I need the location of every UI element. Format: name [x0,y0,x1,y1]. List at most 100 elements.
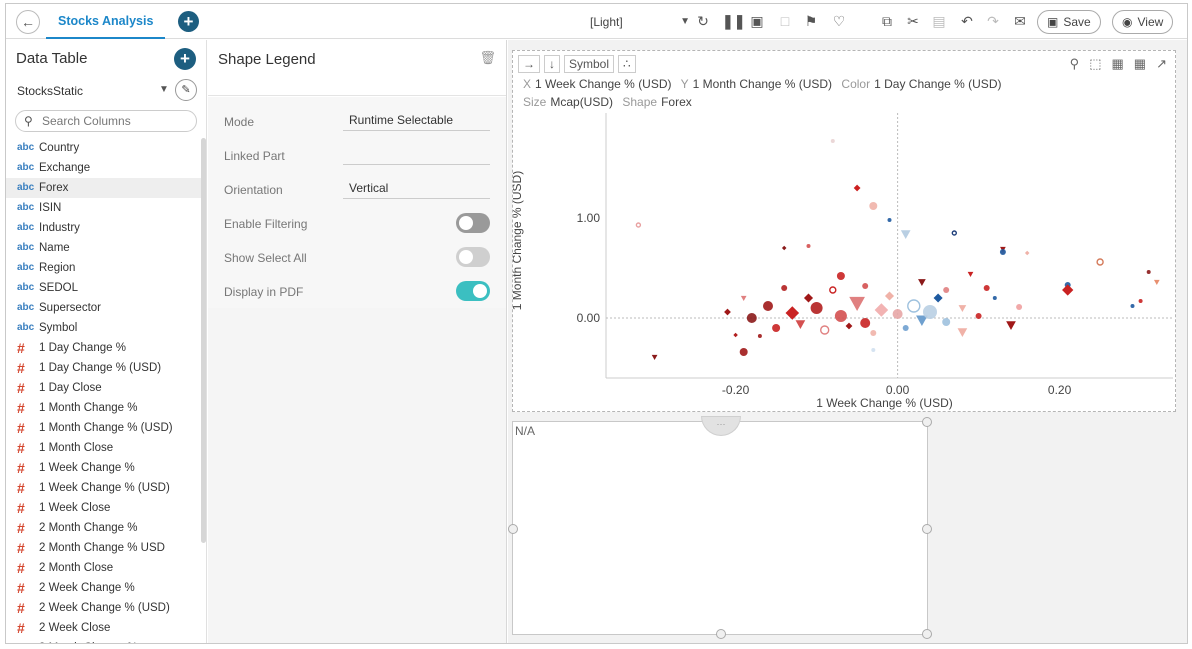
numeric-type-icon: # [17,560,25,576]
y-variable[interactable]: 1 Month Change % (USD) [692,77,833,91]
scatter-plot[interactable]: -0.20 0.00 0.20 0.00 1.00 1 Week Change % (US… [513,51,1177,413]
column-item[interactable]: #1 Month Close [6,438,201,458]
numeric-type-icon: # [17,340,25,356]
save-button[interactable]: ▣ Save [1037,10,1101,34]
pdf-icon[interactable]: □ [780,13,790,29]
copy-icon[interactable]: ⧉ [882,13,892,29]
column-item[interactable]: #2 Week Change % (USD) [6,598,201,618]
expand-icon[interactable]: ↗ [1156,56,1167,71]
text-type-icon: abc [17,202,35,213]
column-name: SEDOL [39,282,78,294]
tab-stocks-analysis[interactable]: Stocks Analysis [46,4,166,39]
column-item[interactable]: abc SEDOL [6,278,201,298]
column-item[interactable]: abc Exchange [6,158,201,178]
add-tab-button[interactable]: + [178,11,199,32]
numeric-type-icon: # [17,520,25,536]
shape-legend-header: Shape Legend 🗑 [208,40,506,96]
sort-down-icon[interactable]: ↓ [544,55,560,73]
trash-icon[interactable]: 🗑 [479,50,496,65]
data-point [1153,279,1160,286]
datasource-name[interactable]: StocksStatic [17,84,84,98]
column-item[interactable]: abc Country [6,138,201,158]
column-item[interactable]: #1 Month Change % [6,398,201,418]
symbol-dropdown[interactable]: Symbol [564,55,615,73]
column-item[interactable]: abc Name [6,238,201,258]
numeric-type-icon: # [17,460,25,476]
data-point [871,348,876,352]
resize-handle-left[interactable] [508,524,518,534]
select-area-icon[interactable]: ⬚ [1089,56,1102,71]
column-item[interactable]: #1 Day Close [6,378,201,398]
data-point [869,202,878,210]
column-item[interactable]: abc Supersector [6,298,201,318]
column-item[interactable]: #2 Month Change % [6,518,201,538]
enable-filtering-toggle[interactable] [456,213,490,233]
undo-icon[interactable]: ↶ [961,13,973,29]
mode-select[interactable]: Runtime Selectable [343,105,490,131]
x-variable[interactable]: 1 Week Change % (USD) [535,77,672,91]
drag-handle[interactable]: ⋯ [701,416,741,436]
column-item[interactable]: abc Industry [6,218,201,238]
column-item[interactable]: #2 Week Close [6,618,201,638]
chevron-down-icon[interactable]: ▼ [159,84,169,95]
shape-legend-visualization[interactable]: N/A ⋯ [508,416,932,639]
add-column-button[interactable]: + [174,48,196,70]
column-item[interactable]: #2 Month Close [6,558,201,578]
search-columns-input[interactable]: ⚲ Search Columns [15,110,197,132]
column-item[interactable]: #1 Week Change % (USD) [6,478,201,498]
column-item[interactable]: abc Region [6,258,201,278]
resize-handle-top-right[interactable] [922,417,932,427]
paste-icon[interactable]: ▤ [932,13,946,29]
shape-variable[interactable]: Forex [661,95,692,109]
pause-icon[interactable]: ❚❚ [722,13,746,29]
column-item[interactable]: #1 Day Change % [6,338,201,358]
size-variable[interactable]: Mcap(USD) [550,95,614,109]
data-point [967,271,974,278]
column-item[interactable]: abc Forex [6,178,201,198]
back-button[interactable]: ← [16,10,40,34]
column-item[interactable]: #1 Month Change % (USD) [6,418,201,438]
column-item[interactable]: #3 Month Change % [6,638,201,643]
column-item[interactable]: #2 Month Change % USD [6,538,201,558]
export-excel-icon[interactable]: ▦ [1111,56,1124,71]
linked-part-select[interactable] [343,139,490,165]
text-type-icon: abc [17,142,35,153]
column-item[interactable]: #1 Week Close [6,498,201,518]
snapshot-icon[interactable]: ▣ [750,13,764,29]
column-item[interactable]: #1 Day Change % (USD) [6,358,201,378]
sort-icon[interactable]: → [518,55,540,73]
resize-handle-right[interactable] [922,524,932,534]
column-item[interactable]: #1 Week Change % [6,458,201,478]
orientation-select[interactable]: Vertical [343,173,490,199]
column-list-scrollbar[interactable] [201,138,206,543]
table-icon[interactable]: ▦ [1133,56,1147,71]
scatter-type-icon[interactable]: ∴ [618,55,636,73]
display-in-pdf-toggle[interactable] [456,281,490,301]
color-variable[interactable]: 1 Day Change % (USD) [874,77,1002,91]
bookmark-icon[interactable]: ⚑ [804,13,818,29]
column-item[interactable]: abc Symbol [6,318,201,338]
theme-dropdown[interactable]: [Light] ▼ [590,12,690,32]
data-point [635,222,642,228]
comment-icon[interactable]: ✉ [1014,13,1026,29]
resize-handle-bottom[interactable] [716,629,726,639]
column-item[interactable]: #2 Week Change % [6,578,201,598]
scissors-icon[interactable]: ✂ [907,13,919,29]
refresh-icon[interactable]: ↻ [697,13,709,29]
redo-icon[interactable]: ↷ [987,13,999,29]
numeric-type-icon: # [17,638,39,643]
resize-handle-bottom-right[interactable] [922,629,932,639]
bell-icon[interactable]: ♡ [832,13,846,29]
view-button[interactable]: ◉ View [1112,10,1174,34]
column-name: Industry [39,222,80,234]
search-icon[interactable]: ⚲ [1069,56,1080,71]
show-select-all-toggle[interactable] [456,247,490,267]
arrow-left-icon: ← [21,14,35,30]
data-point [757,334,762,338]
column-item[interactable]: abc ISIN [6,198,201,218]
search-icon: ⚲ [24,114,33,128]
column-name: ISIN [39,202,62,214]
edit-datasource-button[interactable]: ✎ [175,79,197,101]
data-point [862,283,869,289]
